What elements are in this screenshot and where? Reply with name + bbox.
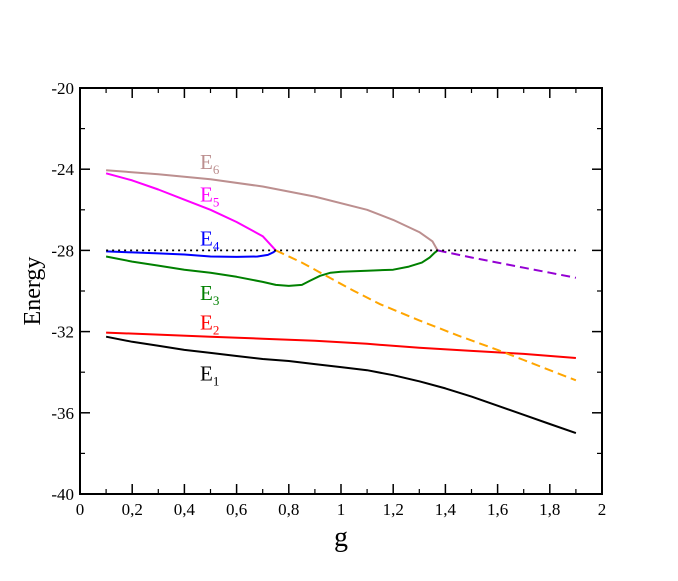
y-axis-label: Energy — [20, 257, 46, 326]
x-tick-label: 0,4 — [174, 500, 196, 519]
series-label-base: E — [200, 361, 213, 385]
series-label-e1: E1 — [200, 361, 219, 388]
plot-frame — [79, 87, 603, 495]
x-tick-label: 0,6 — [226, 500, 247, 519]
series-line-dashed-7 — [437, 249, 577, 279]
series-label-e4: E4 — [200, 226, 220, 253]
y-tick-label: -32 — [51, 323, 74, 342]
y-tick-label: -24 — [51, 160, 74, 179]
x-tick-label: 1,4 — [435, 500, 457, 519]
series-line-e1 — [105, 335, 577, 435]
x-tick-label: 1,8 — [539, 500, 560, 519]
x-axis-label: g — [334, 522, 348, 553]
series-label-base: E — [200, 183, 213, 207]
series-label-base: E — [200, 281, 213, 305]
series-line-dashed-6 — [275, 249, 577, 382]
y-tick-label: -28 — [51, 241, 74, 260]
series-label-subscript: 4 — [213, 238, 220, 253]
series-label-e3: E3 — [200, 281, 219, 308]
x-tick-label: 0,8 — [278, 500, 299, 519]
tick-labels: 0 0,2 0,4 0,6 0,8 1 1,2 1,4 1,6 1,8 2 -20 -24 -28 -32 -… — [51, 79, 606, 519]
tick-marks — [79, 87, 603, 495]
series-label-subscript: 1 — [213, 373, 220, 388]
x-tick-label: 2 — [598, 500, 607, 519]
series-label-base: E — [200, 150, 213, 174]
series-label-subscript: 2 — [213, 323, 220, 338]
series-label-base: E — [200, 311, 213, 335]
series-label-subscript: 6 — [213, 162, 220, 177]
x-tick-label: 0 — [76, 500, 85, 519]
series-line-e3 — [105, 249, 439, 287]
x-tick-label: 0,2 — [122, 500, 143, 519]
series-label-subscript: 5 — [213, 195, 220, 210]
series-label-e2: E2 — [200, 311, 219, 338]
series-line-e4 — [106, 249, 277, 258]
y-tick-label: -36 — [51, 404, 74, 423]
x-tick-label: 1,6 — [487, 500, 508, 519]
series-label-e6: E6 — [200, 150, 220, 177]
y-tick-label: -20 — [51, 79, 74, 98]
y-tick-label: -40 — [51, 485, 74, 504]
series-line-e2 — [106, 331, 576, 359]
series-line-e6 — [106, 169, 439, 251]
plot-lines — [105, 169, 577, 435]
series-label-base: E — [200, 226, 213, 250]
x-tick-label: 1 — [337, 500, 346, 519]
series-label-e5: E5 — [200, 183, 219, 210]
series-label-subscript: 3 — [213, 293, 220, 308]
series-line-e5 — [105, 172, 277, 252]
x-tick-label: 1,2 — [383, 500, 404, 519]
